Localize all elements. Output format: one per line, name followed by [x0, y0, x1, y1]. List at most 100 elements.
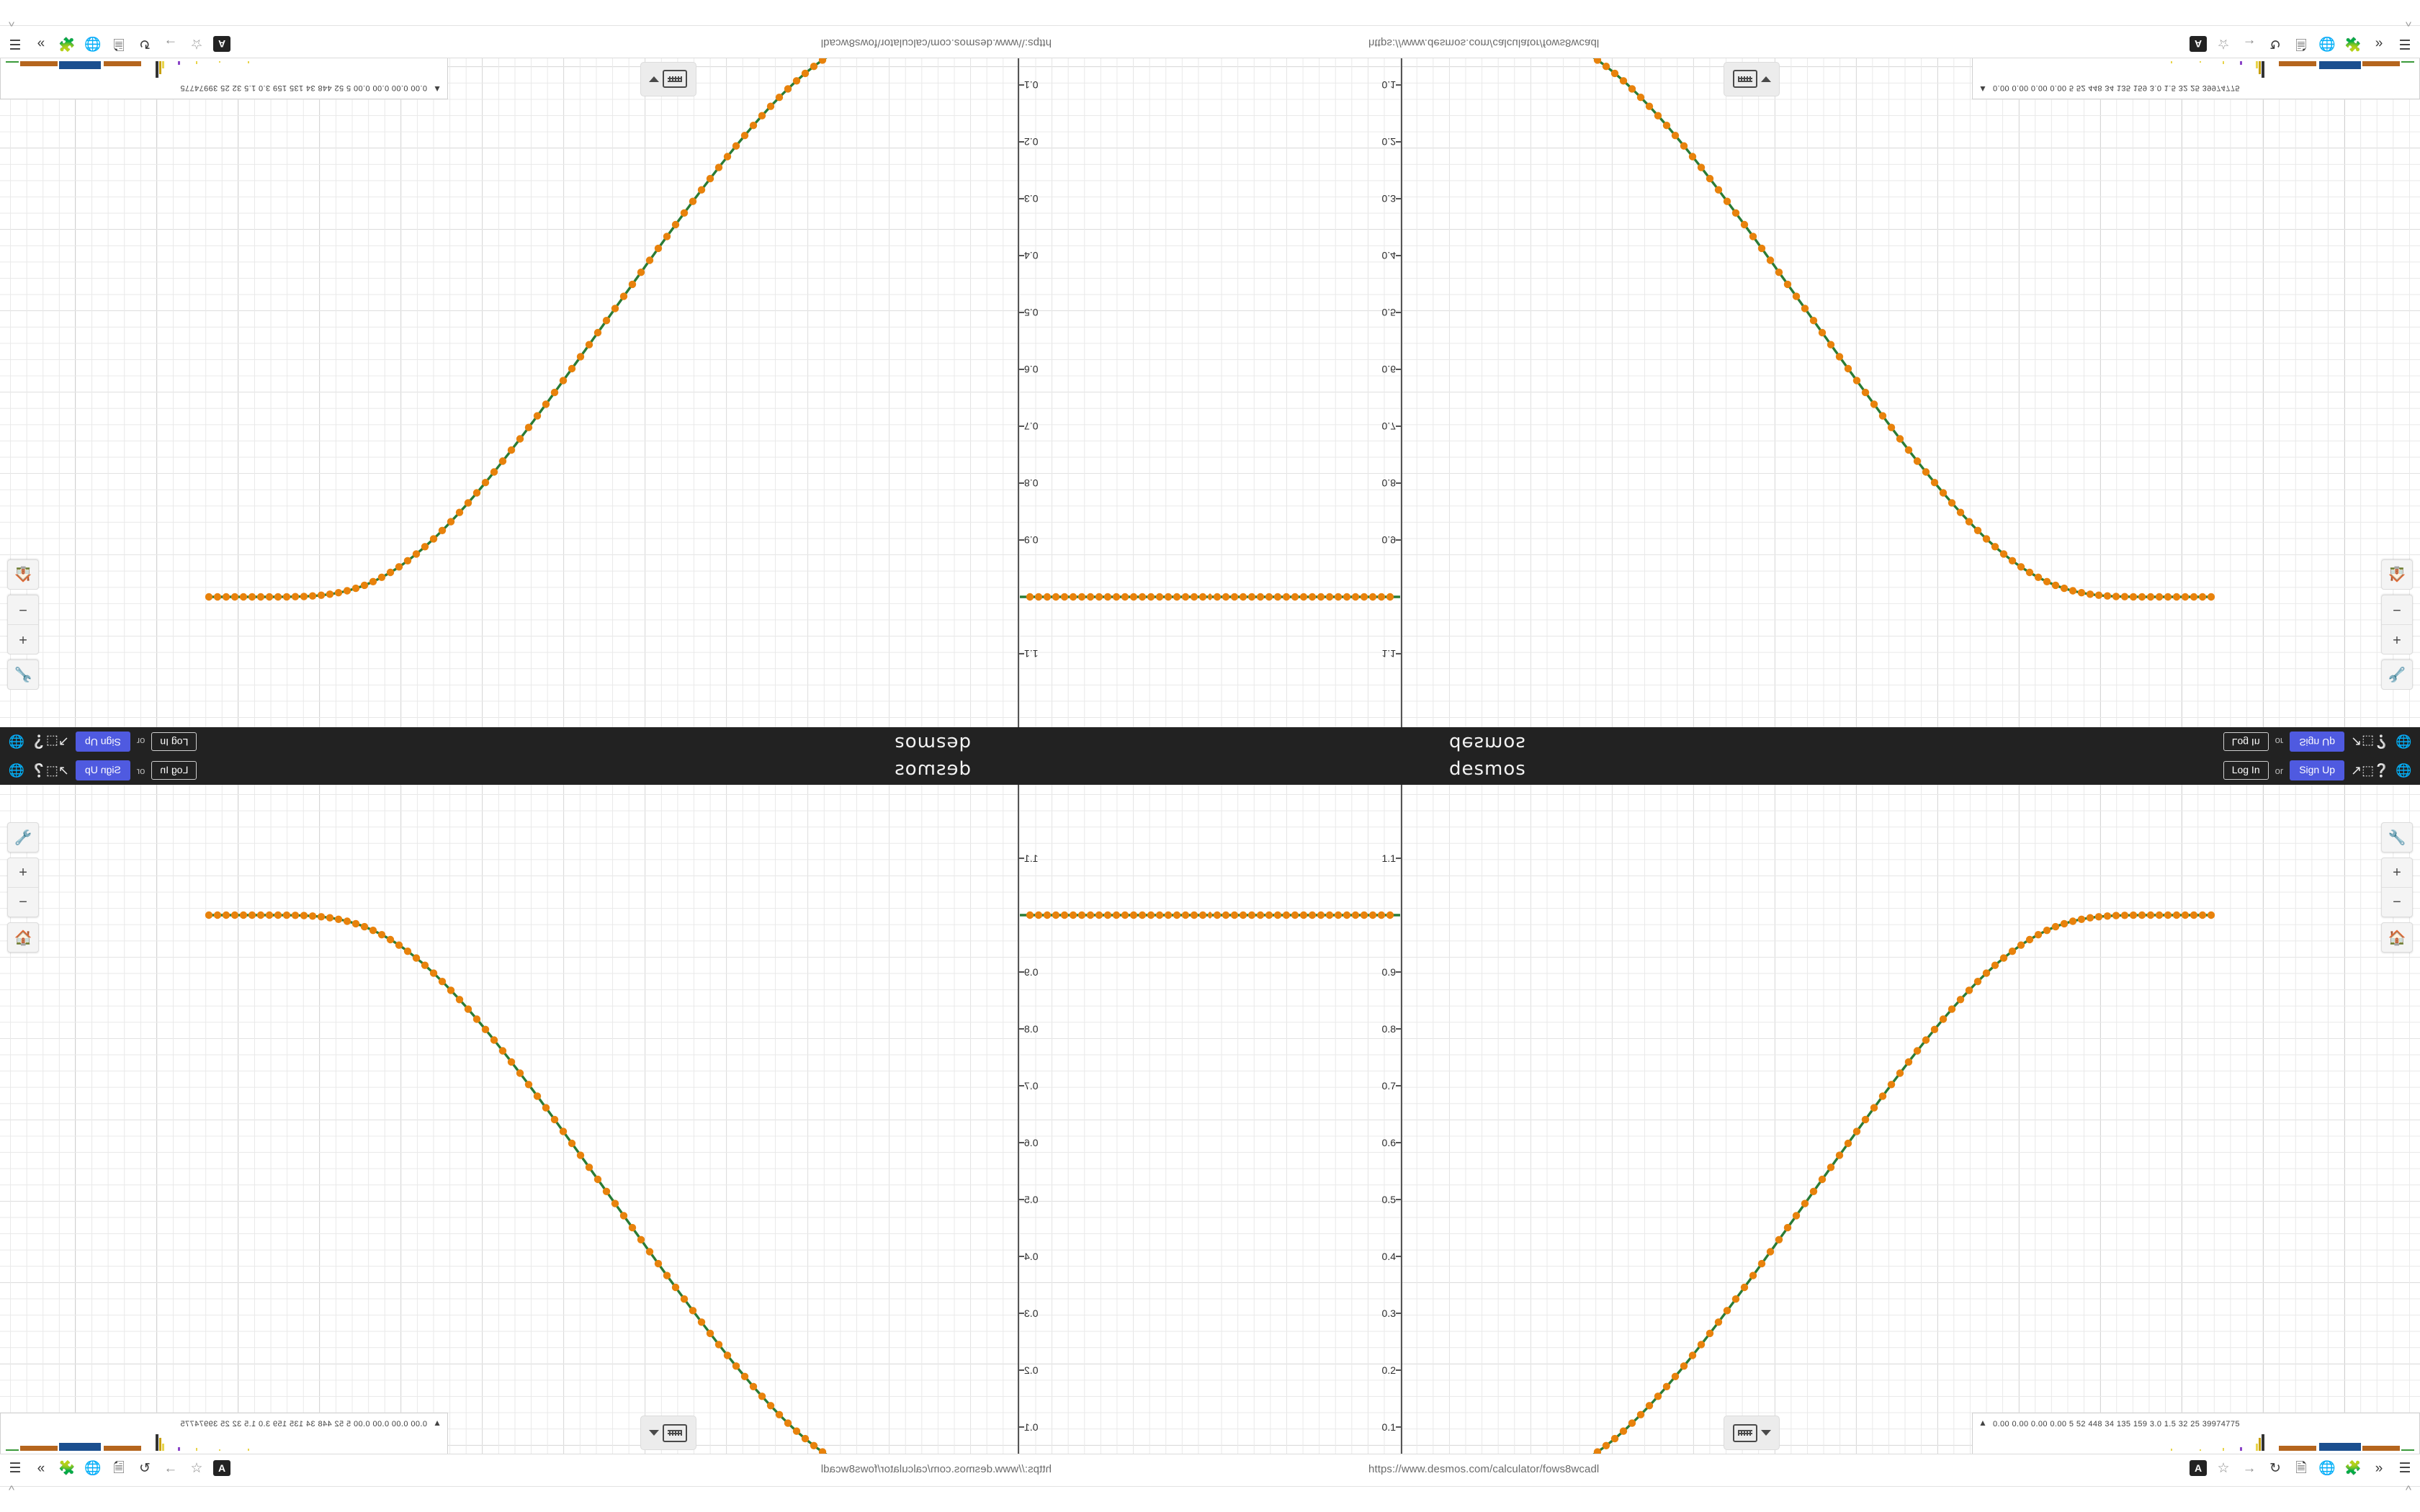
reload-icon[interactable]: ↻	[2269, 1460, 2281, 1476]
home-icon[interactable]: 🏠	[14, 930, 32, 946]
reload-icon[interactable]: ↻	[2269, 36, 2281, 52]
sign-up-button[interactable]: Sign Up	[2290, 732, 2344, 752]
zoom-out-button[interactable]: −	[2393, 602, 2401, 618]
home-icon[interactable]: 🏠	[14, 566, 32, 582]
overflow-chevrons-icon[interactable]: »	[37, 36, 45, 52]
sparkline-bar	[248, 1449, 249, 1451]
bookmark-star-icon[interactable]: ☆	[2217, 36, 2230, 52]
wrench-icon[interactable]: 🔧	[14, 829, 32, 846]
chevron-up-icon[interactable]: ^	[2406, 1483, 2411, 1497]
zoom-out-button[interactable]: −	[2393, 894, 2401, 910]
extension-puzzle-icon[interactable]: 🧩	[58, 1460, 76, 1476]
curve-point	[1999, 954, 2008, 962]
globe-icon[interactable]: 🌐	[2318, 36, 2336, 52]
forward-arrow-icon[interactable]: →	[2242, 36, 2257, 52]
forward-arrow-icon[interactable]: →	[2242, 1460, 2257, 1476]
chevron-up-icon[interactable]: ^	[9, 15, 14, 29]
forward-arrow-icon[interactable]: →	[163, 1460, 178, 1476]
help-icon[interactable]: ❔	[30, 762, 47, 778]
curve-point	[1239, 593, 1247, 601]
zoom-in-button[interactable]: +	[2382, 624, 2412, 654]
extension-puzzle-icon[interactable]: 🧩	[58, 36, 76, 52]
share-icon[interactable]: ↗⬚	[2351, 734, 2375, 750]
double-up-chevron-icon[interactable]: ▲	[1978, 1418, 1987, 1428]
sign-up-button[interactable]: Sign Up	[76, 732, 130, 752]
y-tick-mark	[1396, 1142, 1402, 1143]
curve-point	[714, 163, 723, 171]
curve-point	[2060, 919, 2069, 928]
reload-icon[interactable]: ↻	[139, 1460, 151, 1476]
globe-icon[interactable]: 🌐	[84, 1460, 102, 1476]
translate-icon[interactable]: A	[213, 1460, 230, 1476]
graph-canvas[interactable]: -0.2-0.100.10.20.30.40.50.60.70.80.911.1…	[0, 785, 1210, 1512]
overflow-chevrons-icon[interactable]: »	[2375, 36, 2383, 52]
sign-up-button[interactable]: Sign Up	[76, 760, 130, 780]
hamburger-menu-icon[interactable]: ☰	[2398, 36, 2411, 52]
wrench-icon[interactable]: 🔧	[2388, 666, 2406, 683]
translate-icon[interactable]: A	[213, 36, 230, 52]
graph-canvas[interactable]: -0.2-0.100.10.20.30.40.50.60.70.80.911.1…	[0, 0, 1210, 727]
zoom-in-button[interactable]: +	[8, 624, 38, 654]
bookmark-star-icon[interactable]: ☆	[190, 36, 203, 52]
sign-up-button[interactable]: Sign Up	[2290, 760, 2344, 780]
graph-canvas[interactable]: -0.2-0.100.10.20.30.40.50.60.70.80.911.1…	[1210, 0, 2420, 727]
hamburger-menu-icon[interactable]: ☰	[9, 1460, 22, 1476]
bookmark-star-icon[interactable]: ☆	[2217, 1460, 2230, 1476]
double-up-chevron-icon[interactable]: ▲	[433, 84, 442, 94]
log-in-button[interactable]: Log In	[2223, 732, 2269, 751]
home-icon[interactable]: 🏠	[2388, 930, 2406, 946]
language-globe-icon[interactable]: 🌐	[8, 762, 24, 778]
double-up-chevron-icon[interactable]: ▲	[1978, 84, 1987, 94]
address-bar[interactable]: https://www.desmos.com/calculator/fows8w…	[820, 37, 1052, 49]
curve-point	[1809, 317, 1818, 325]
double-up-chevron-icon[interactable]: ▲	[433, 1418, 442, 1428]
zoom-in-button[interactable]: +	[8, 858, 38, 888]
reader-view-icon[interactable]: 🗎	[2295, 1460, 2307, 1476]
reader-view-icon[interactable]: 🗎	[2295, 36, 2307, 52]
language-globe-icon[interactable]: 🌐	[2396, 734, 2412, 750]
curve-point	[1922, 468, 1930, 476]
forward-arrow-icon[interactable]: →	[163, 36, 178, 52]
sparkline-bar	[248, 61, 249, 63]
share-icon[interactable]: ↗⬚	[45, 762, 69, 778]
home-icon[interactable]: 🏠	[2388, 566, 2406, 582]
language-globe-icon[interactable]: 🌐	[8, 734, 24, 750]
hamburger-menu-icon[interactable]: ☰	[9, 36, 22, 52]
log-in-button[interactable]: Log In	[2223, 761, 2269, 780]
translate-icon[interactable]: A	[2190, 1460, 2207, 1476]
overflow-chevrons-icon[interactable]: »	[37, 1460, 45, 1476]
zoom-in-button[interactable]: +	[2382, 858, 2412, 888]
chevron-up-icon[interactable]: ^	[9, 1483, 14, 1497]
zoom-out-button[interactable]: −	[19, 602, 27, 618]
curve-point	[1317, 593, 1325, 601]
share-icon[interactable]: ↗⬚	[45, 734, 69, 750]
reader-view-icon[interactable]: 🗎	[113, 1460, 125, 1476]
reader-view-icon[interactable]: 🗎	[113, 36, 125, 52]
overflow-chevrons-icon[interactable]: »	[2375, 1460, 2383, 1476]
address-bar[interactable]: https://www.desmos.com/calculator/fows8w…	[1368, 1463, 1600, 1475]
share-icon[interactable]: ↗⬚	[2351, 762, 2375, 778]
help-icon[interactable]: ❔	[30, 734, 47, 750]
chevron-up-icon[interactable]: ^	[2406, 15, 2411, 29]
globe-icon[interactable]: 🌐	[2318, 1460, 2336, 1476]
language-globe-icon[interactable]: 🌐	[2396, 762, 2412, 778]
zoom-out-button[interactable]: −	[19, 894, 27, 910]
address-bar[interactable]: https://www.desmos.com/calculator/fows8w…	[1368, 37, 1600, 49]
address-bar[interactable]: https://www.desmos.com/calculator/fows8w…	[820, 1463, 1052, 1475]
wrench-icon[interactable]: 🔧	[14, 666, 32, 683]
wrench-icon[interactable]: 🔧	[2388, 829, 2406, 846]
graph-canvas[interactable]: -0.2-0.100.10.20.30.40.50.60.70.80.911.1…	[1210, 785, 2420, 1512]
curve-point	[1688, 1351, 1697, 1359]
log-in-button[interactable]: Log In	[151, 732, 197, 751]
extension-puzzle-icon[interactable]: 🧩	[2344, 1460, 2362, 1476]
log-in-button[interactable]: Log In	[151, 761, 197, 780]
curve-point	[1334, 911, 1343, 919]
hamburger-menu-icon[interactable]: ☰	[2398, 1460, 2411, 1476]
extension-puzzle-icon[interactable]: 🧩	[2344, 36, 2362, 52]
globe-icon[interactable]: 🌐	[84, 36, 102, 52]
translate-icon[interactable]: A	[2190, 36, 2207, 52]
reload-icon[interactable]: ↻	[139, 36, 151, 52]
help-icon[interactable]: ❔	[2373, 734, 2390, 750]
bookmark-star-icon[interactable]: ☆	[190, 1460, 203, 1476]
help-icon[interactable]: ❔	[2373, 762, 2390, 778]
